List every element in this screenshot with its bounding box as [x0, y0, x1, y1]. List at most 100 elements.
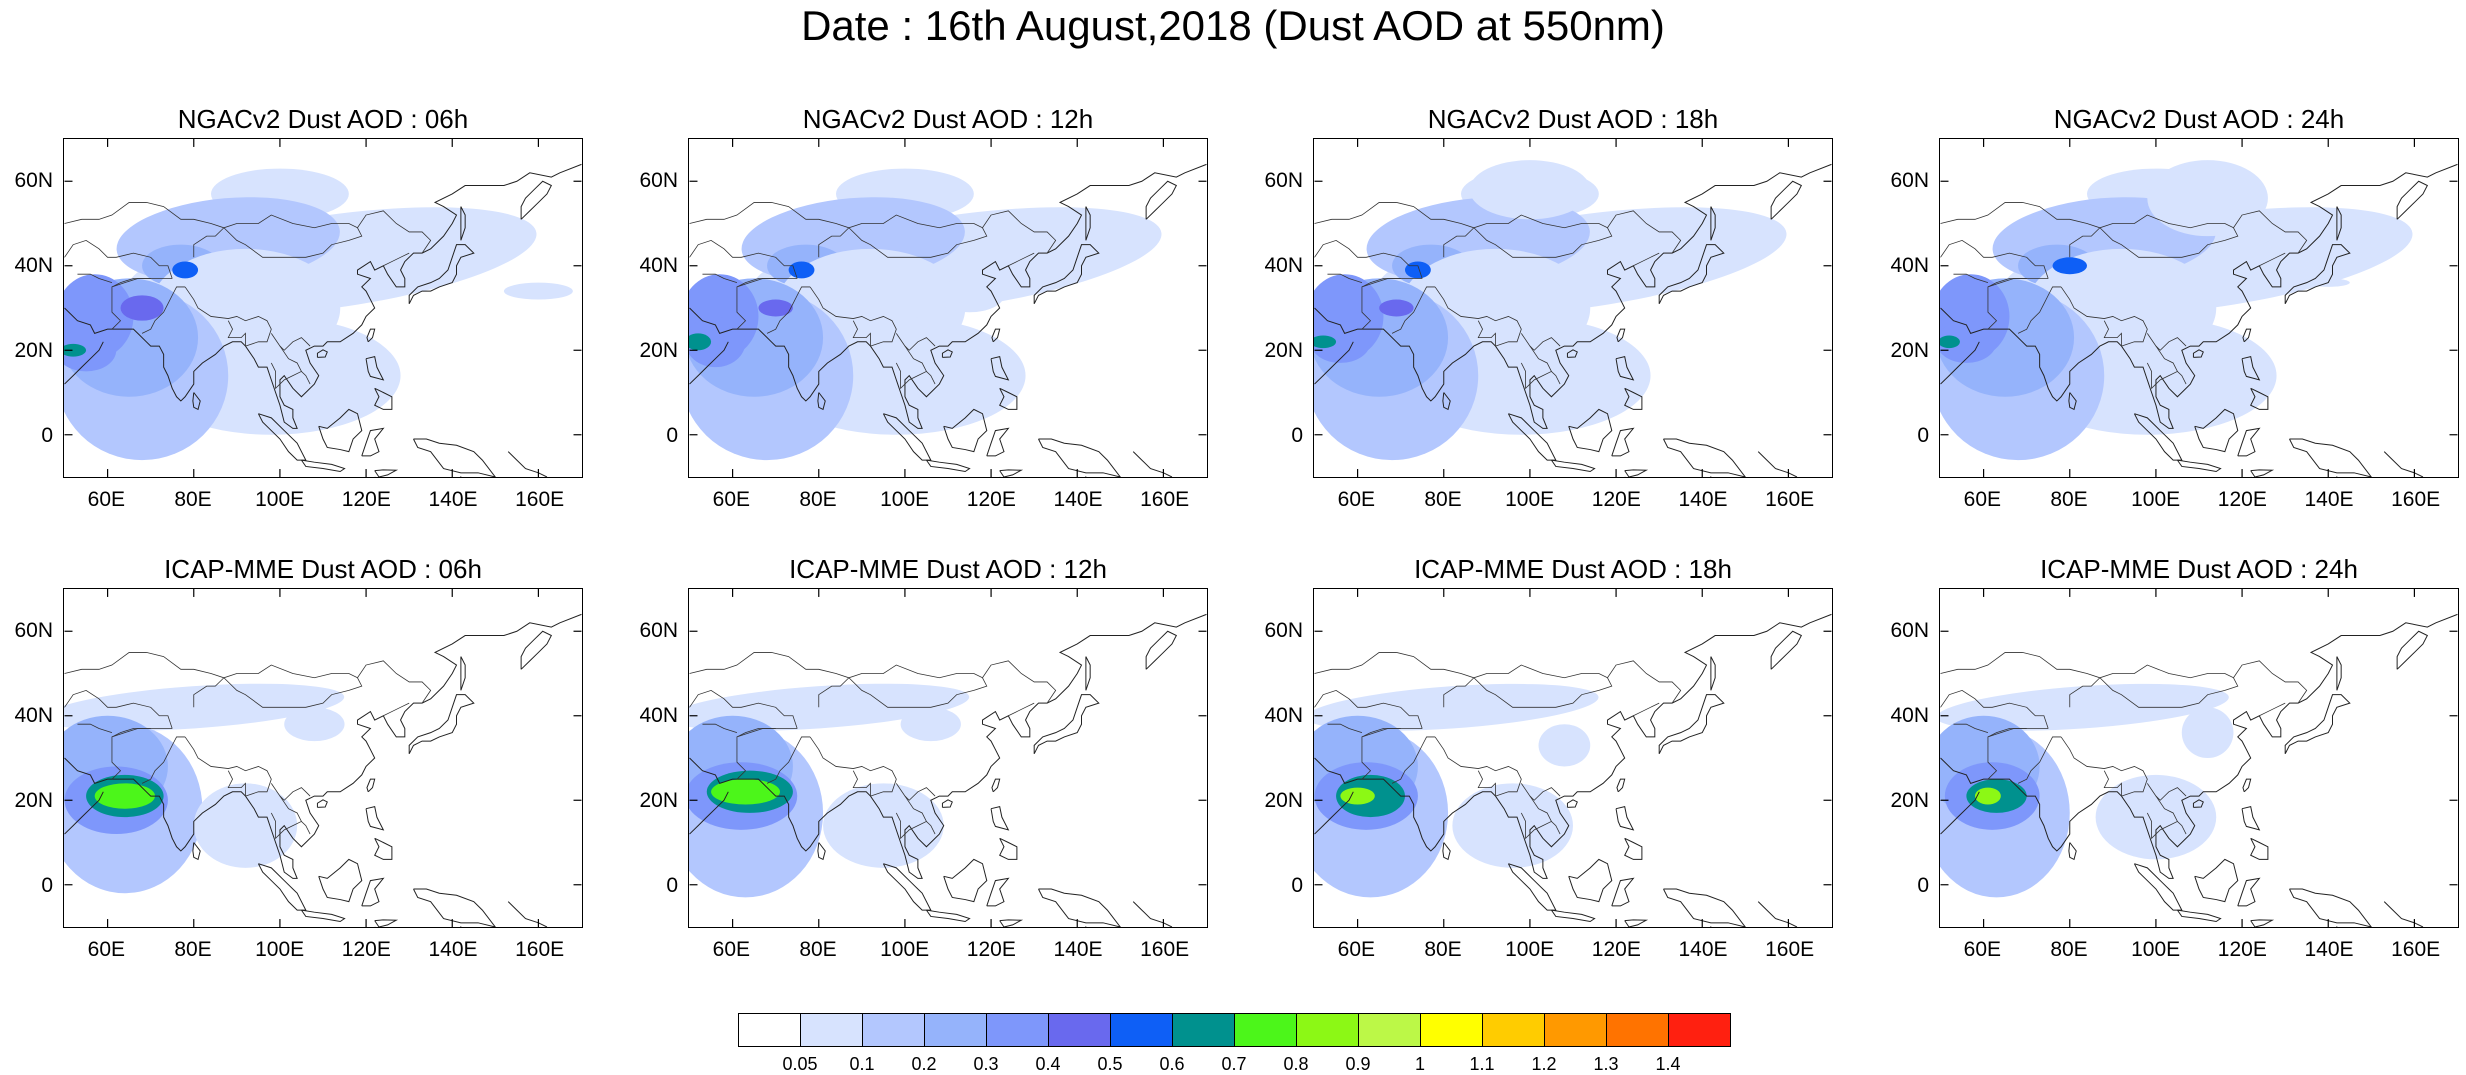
lon-label: 60E: [1963, 488, 2002, 511]
lon-label: 120E: [1591, 488, 1641, 511]
coastline: [1145, 180, 1178, 220]
country-border: [2146, 362, 2187, 390]
coastline: [374, 837, 393, 860]
lon-label: 100E: [1505, 938, 1555, 961]
country-border: [383, 702, 410, 717]
country-border: [1953, 723, 1989, 734]
map-canvas: [64, 139, 582, 477]
coastline: [2241, 806, 2261, 831]
coastline: [408, 244, 475, 305]
coastline: [2133, 413, 2183, 461]
lat-label: 40N: [639, 703, 678, 727]
coastline: [374, 387, 393, 410]
lon-label: 100E: [255, 938, 305, 961]
lat-label: 0: [666, 873, 678, 897]
country-border: [141, 286, 186, 334]
country-border: [2069, 227, 2101, 258]
coastline: [64, 341, 104, 385]
coastline: [192, 842, 201, 861]
coastline: [1085, 656, 1091, 691]
coastline: [817, 842, 826, 861]
coastline: [817, 392, 826, 411]
coastline: [2396, 630, 2429, 670]
country-border: [1477, 320, 1496, 347]
coastline: [1770, 630, 1803, 670]
colorbar-swatch: [1172, 1013, 1235, 1047]
country-border: [1314, 202, 1682, 254]
map-canvas: [64, 589, 582, 927]
coastline: [1624, 837, 1643, 860]
lat-label: 20N: [1264, 338, 1303, 362]
country-border: [1987, 278, 2049, 330]
coastline: [882, 413, 932, 461]
lon-label: 140E: [1678, 488, 1728, 511]
colorbar-label: 1: [1414, 1054, 1425, 1074]
coastline: [460, 656, 466, 691]
coastline: [2396, 180, 2429, 220]
country-border: [111, 278, 173, 330]
lon-label: 60E: [87, 938, 126, 961]
country-border: [689, 202, 1057, 254]
country-border: [1987, 728, 2027, 738]
lat-label: 60N: [1890, 618, 1929, 642]
country-border: [2146, 783, 2187, 801]
country-border: [1633, 702, 1660, 717]
country-border: [702, 723, 738, 734]
coastline: [2237, 427, 2261, 457]
country-border: [766, 286, 811, 334]
lat-label: 40N: [1264, 253, 1303, 277]
lon-label: 120E: [341, 938, 391, 961]
lon-label: 160E: [2391, 938, 2441, 961]
panel-title: ICAP-MME Dust AOD : 24h: [2040, 554, 2358, 584]
lat-label: 20N: [1264, 788, 1303, 812]
country-border: [1473, 227, 1613, 258]
country-border: [141, 736, 186, 784]
coastline: [1658, 694, 1725, 755]
country-border: [1987, 728, 2049, 780]
lon-label: 60E: [712, 488, 751, 511]
map-canvas: [1314, 139, 1832, 477]
coastline: [926, 459, 971, 473]
country-border: [1520, 812, 1561, 840]
aod-shade: [64, 343, 87, 357]
aod-shade: [689, 333, 712, 351]
coastline: [2284, 244, 2351, 305]
coastline: [2336, 656, 2342, 691]
country-border: [184, 286, 272, 347]
lon-label: 120E: [2217, 938, 2267, 961]
colorbar-swatch: [1544, 1013, 1607, 1047]
coastline: [374, 469, 399, 477]
lon-label: 120E: [341, 488, 391, 511]
coastline: [1940, 791, 1980, 835]
coastline: [2250, 387, 2269, 410]
lat-label: 0: [1917, 423, 1929, 447]
lat-label: 40N: [639, 253, 678, 277]
country-border: [77, 723, 113, 734]
coastline: [1085, 206, 1091, 241]
coastline: [2241, 356, 2261, 381]
country-border: [1314, 652, 1682, 704]
lon-label: 100E: [2131, 938, 2181, 961]
coastline: [1624, 469, 1649, 477]
lon-label: 140E: [1053, 488, 1103, 511]
country-border: [848, 677, 988, 708]
colorbar-label: 0.9: [1345, 1054, 1371, 1074]
country-border: [1953, 273, 1989, 284]
country-border: [1473, 677, 1613, 708]
aod-shade: [120, 295, 164, 321]
lon-label: 140E: [1053, 938, 1103, 961]
lat-label: 40N: [1890, 703, 1929, 727]
aod-shade: [1940, 320, 1997, 363]
colorbar-swatch: [1296, 1013, 1359, 1047]
coastline: [2177, 459, 2222, 473]
lat-label: 40N: [1890, 253, 1929, 277]
map-panel: [688, 138, 1208, 478]
coastline: [1615, 806, 1635, 831]
map-panel: [1939, 138, 2459, 478]
colorbar-swatch: [862, 1013, 925, 1047]
country-border: [2099, 227, 2239, 258]
colorbar-swatch: [1234, 1013, 1297, 1047]
lon-label: 140E: [428, 938, 478, 961]
coastline: [1615, 356, 1635, 381]
coastline: [991, 778, 1001, 793]
